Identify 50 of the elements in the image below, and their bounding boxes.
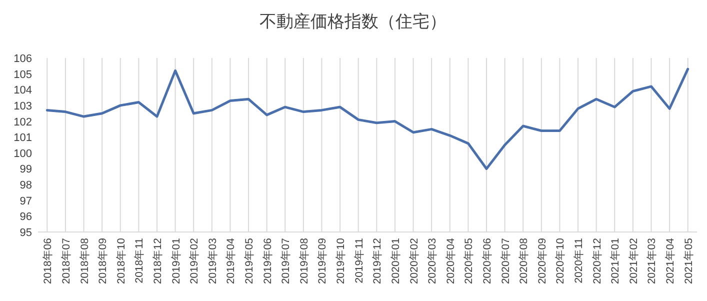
y-tick-label: 102 xyxy=(14,116,32,128)
x-tick-label: 2021年05 xyxy=(682,238,695,284)
x-tick-label: 2020年11 xyxy=(573,238,586,284)
x-tick-label: 2019年09 xyxy=(316,238,329,284)
x-tick-label: 2020年10 xyxy=(554,238,567,284)
x-tick-label: 2020年01 xyxy=(390,238,402,284)
x-tick-label: 2018年10 xyxy=(115,238,128,284)
y-tick-label: 101 xyxy=(14,132,32,144)
y-tick-label: 106 xyxy=(14,53,32,65)
x-tick-label: 2018年07 xyxy=(60,238,72,284)
x-tick-label: 2018年08 xyxy=(78,238,91,284)
y-tick-label: 100 xyxy=(14,148,32,160)
y-tick-label: 103 xyxy=(14,100,32,112)
x-tick-label: 2018年11 xyxy=(134,238,146,284)
x-tick-label: 2019年11 xyxy=(353,238,366,284)
x-tick-label: 2020年09 xyxy=(536,238,548,284)
y-tick-label: 104 xyxy=(14,84,32,97)
x-tick-label: 2018年09 xyxy=(97,238,110,284)
y-tick-label: 97 xyxy=(20,195,32,208)
x-tick-label: 2019年05 xyxy=(244,238,256,284)
x-tick-label: 2020年08 xyxy=(518,238,530,284)
x-tick-label: 2021年04 xyxy=(664,238,677,284)
y-tick-label: 98 xyxy=(20,180,32,192)
y-tick-label: 96 xyxy=(20,211,32,224)
x-tick-label: 2020年06 xyxy=(481,238,494,284)
x-tick-label: 2019年02 xyxy=(188,238,201,284)
x-tick-label: 2020年03 xyxy=(426,238,439,284)
x-tick-label: 2020年04 xyxy=(444,238,457,284)
y-tick-label: 105 xyxy=(14,68,32,81)
x-tick-label: 2021年01 xyxy=(610,238,622,284)
x-tick-label: 2020年07 xyxy=(500,238,512,284)
x-tick-label: 2019年04 xyxy=(225,238,238,284)
x-tick-label: 2019年06 xyxy=(262,238,274,284)
x-tick-label: 2019年08 xyxy=(298,238,310,284)
x-tick-label: 2019年01 xyxy=(170,238,182,284)
x-tick-label: 2021年02 xyxy=(628,238,640,284)
x-tick-label: 2019年03 xyxy=(206,238,219,284)
x-tick-label: 2019年12 xyxy=(372,238,384,284)
x-tick-label: 2020年12 xyxy=(591,238,604,284)
x-tick-label: 2018年12 xyxy=(152,238,164,284)
y-tick-label: 95 xyxy=(20,227,32,239)
x-tick-label: 2020年05 xyxy=(463,238,476,284)
x-tick-label: 2019年07 xyxy=(280,238,292,284)
line-series xyxy=(46,68,690,170)
x-tick-label: 2020年02 xyxy=(408,238,420,284)
x-tick-label: 2019年10 xyxy=(335,238,348,284)
y-tick-label: 99 xyxy=(20,164,32,176)
x-tick-label: 2021年03 xyxy=(646,238,658,284)
x-tick-label: 2018年06 xyxy=(42,238,54,284)
chart-title: 不動産価格指数（住宅） xyxy=(260,12,446,31)
